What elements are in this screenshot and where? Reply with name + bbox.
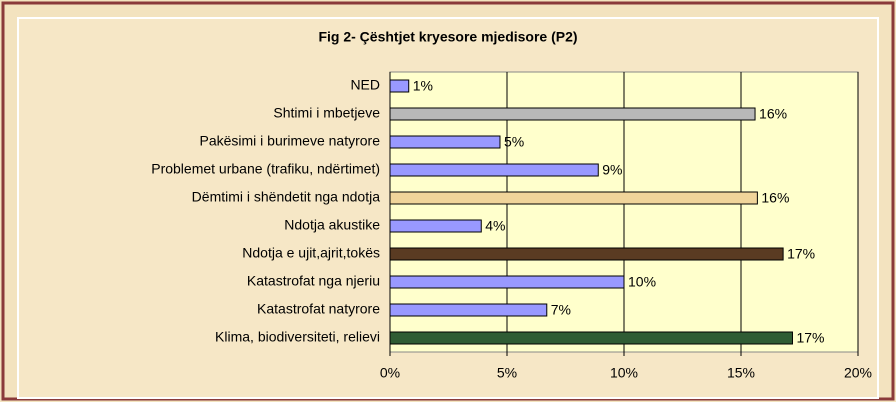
bar [389,303,548,317]
data-label: 10% [628,274,656,290]
y-tick-label: NED [350,77,380,93]
x-tick-label: 0% [380,365,400,381]
data-label: 17% [787,246,815,262]
y-tick-label: Dëmtimi i shëndetit nga ndotja [192,189,381,205]
data-label: 5% [504,134,524,150]
y-tick-label: Pakësimi i burimeve natyrore [199,133,380,149]
bar [389,275,625,289]
data-label: 17% [796,330,824,346]
bar [389,331,793,345]
y-tick-label: Problemet urbane (trafiku, ndërtimet) [151,161,380,177]
data-label: 9% [602,162,622,178]
bar [389,135,501,149]
data-label: 16% [759,106,787,122]
x-tick-label: 5% [497,365,517,381]
data-label: 1% [413,78,433,94]
bar [389,191,758,205]
y-tick-label: Shtimi i mbetjeve [273,105,380,121]
x-tick-label: 15% [727,365,755,381]
bar [389,247,784,261]
bar [389,107,756,121]
y-tick-label: Ndotja akustike [284,217,380,233]
bar [389,163,599,177]
x-tick-label: 10% [610,365,638,381]
x-tick-label: 20% [844,365,872,381]
data-label: 4% [485,218,505,234]
y-tick-label: Katastrofat natyrore [257,301,380,317]
y-tick-label: Ndotja e ujit,ajrit,tokës [242,245,380,261]
chart-title: Fig 2- Çështjet kryesore mjedisore (P2) [318,29,577,45]
data-label: 16% [761,190,789,206]
data-label: 7% [551,302,571,318]
y-tick-label: Klima, biodiversiteti, relievi [215,329,380,345]
bar [389,79,410,93]
bar [389,219,482,233]
y-tick-label: Katastrofat nga njeriu [247,273,380,289]
